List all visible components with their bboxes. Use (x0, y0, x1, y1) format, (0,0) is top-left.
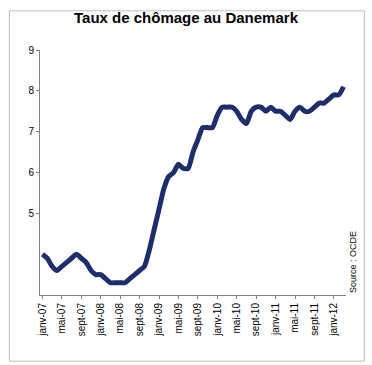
svg-text:mai-11: mai-11 (289, 303, 300, 333)
svg-text:Source : OCDE: Source : OCDE (348, 231, 358, 293)
svg-text:mai-10: mai-10 (231, 303, 242, 334)
svg-text:6: 6 (28, 167, 34, 178)
svg-text:sept-10: sept-10 (250, 303, 261, 337)
svg-text:sept-07: sept-07 (76, 303, 87, 337)
svg-text:janv-09: janv-09 (153, 303, 164, 337)
svg-text:sept-11: sept-11 (309, 303, 320, 336)
svg-text:5: 5 (28, 208, 34, 219)
svg-text:9: 9 (28, 45, 34, 56)
svg-text:janv-07: janv-07 (37, 303, 48, 337)
svg-text:janv-10: janv-10 (212, 303, 223, 337)
svg-text:janv-11: janv-11 (270, 303, 281, 336)
svg-text:7: 7 (28, 126, 34, 137)
svg-text:mai-08: mai-08 (114, 303, 125, 334)
svg-text:sept-08: sept-08 (134, 303, 145, 337)
svg-text:janv-12: janv-12 (328, 303, 339, 337)
svg-text:janv-08: janv-08 (95, 303, 106, 337)
svg-text:mai-09: mai-09 (173, 303, 184, 334)
svg-text:Taux de chômage au Danemark: Taux de chômage au Danemark (74, 9, 299, 26)
svg-text:sept-09: sept-09 (192, 303, 203, 337)
svg-text:8: 8 (28, 85, 34, 96)
svg-text:mai-07: mai-07 (56, 303, 67, 334)
